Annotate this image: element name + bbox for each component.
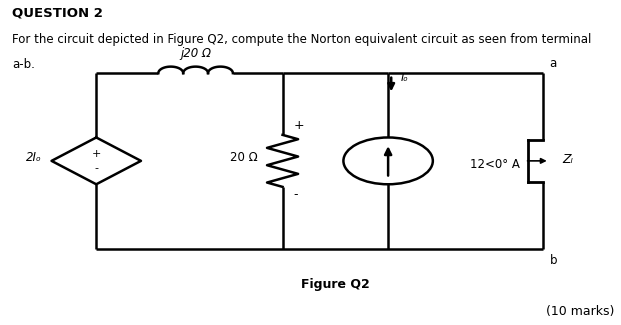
Text: QUESTION 2: QUESTION 2 bbox=[12, 6, 103, 20]
Text: Zₗ: Zₗ bbox=[562, 153, 573, 166]
Circle shape bbox=[343, 137, 433, 184]
Text: 12<0° A: 12<0° A bbox=[470, 158, 520, 171]
Text: Figure Q2: Figure Q2 bbox=[301, 278, 369, 291]
Text: -: - bbox=[94, 163, 98, 173]
Text: a: a bbox=[550, 57, 557, 70]
Text: b: b bbox=[550, 254, 557, 266]
Text: 20 Ω: 20 Ω bbox=[230, 151, 258, 164]
Text: (10 marks): (10 marks) bbox=[546, 306, 615, 318]
Polygon shape bbox=[52, 137, 141, 184]
Text: For the circuit depicted in Figure ​Q2​, compute the Norton equivalent circuit a: For the circuit depicted in Figure ​Q2​,… bbox=[12, 32, 592, 46]
Text: 2Iₒ: 2Iₒ bbox=[26, 151, 42, 164]
Text: j20 Ω: j20 Ω bbox=[180, 47, 211, 60]
Text: +: + bbox=[294, 119, 304, 132]
Text: -: - bbox=[294, 188, 298, 202]
Text: a-b.: a-b. bbox=[12, 58, 35, 72]
Text: +: + bbox=[91, 149, 101, 159]
Text: Iₒ: Iₒ bbox=[401, 73, 409, 83]
